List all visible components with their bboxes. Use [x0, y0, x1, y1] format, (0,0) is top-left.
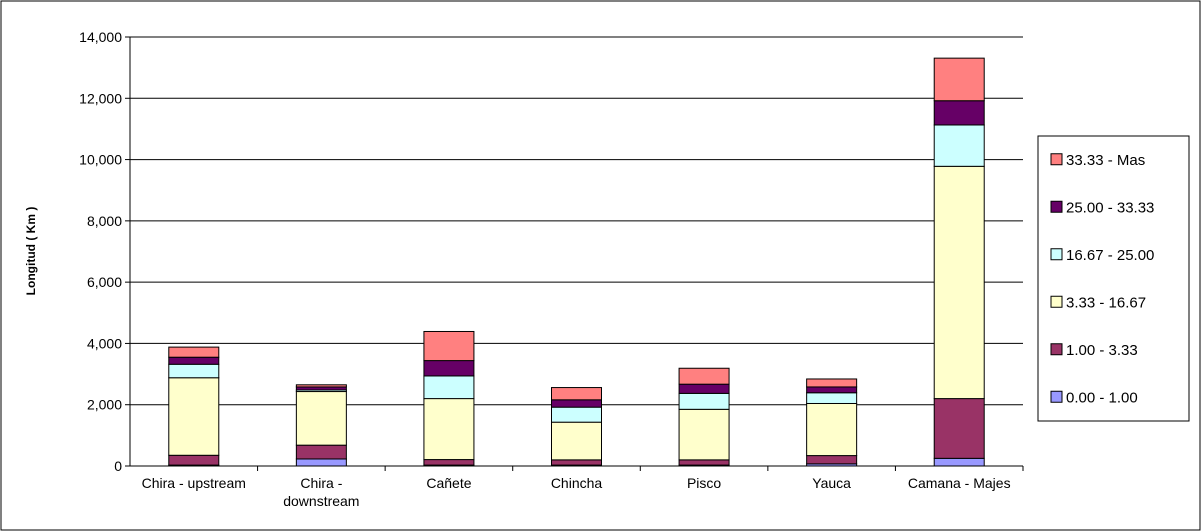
gridlines — [130, 36, 1023, 406]
bar-segment — [551, 399, 602, 408]
axes: 0 2,000 4,000 6,000 8,000 10,000 12,000 14,000 C… — [79, 29, 1024, 509]
bar-segment — [423, 375, 475, 400]
bar-segment — [678, 459, 730, 466]
legend-label: 25.00 - 33.33 — [1066, 199, 1154, 216]
y-tick-label: 2,000 — [87, 397, 122, 413]
bar-segment — [678, 383, 730, 394]
legend-box — [1037, 135, 1190, 422]
y-tick-label: 14,000 — [79, 29, 122, 45]
bar-segment — [551, 406, 602, 423]
bar-segment — [933, 100, 985, 126]
bar-segment — [423, 398, 475, 461]
bar-segment — [423, 330, 475, 362]
bar-segment — [295, 391, 347, 446]
bar-segment — [168, 377, 220, 456]
x-tick-label: Cañete — [426, 475, 471, 491]
legend-swatch — [1050, 343, 1063, 356]
bar-segment — [933, 124, 985, 167]
y-axis-title: Longitud ( Km ) — [24, 207, 38, 296]
bar-segment — [423, 459, 475, 466]
legend-swatch — [1050, 153, 1063, 166]
bar-segment — [933, 398, 985, 459]
bar-segment — [678, 408, 730, 461]
bar-segment — [168, 363, 220, 379]
bar-segment — [168, 454, 220, 466]
bar-segment — [295, 458, 347, 467]
x-tick-label: Chira - upstream — [142, 475, 246, 491]
x-tick-label: Chincha — [551, 475, 603, 491]
y-tick-label: 12,000 — [79, 90, 122, 106]
bar-segment — [933, 457, 985, 467]
bar-segment — [168, 346, 220, 358]
x-tick-label: Camana - Majes — [908, 475, 1011, 491]
legend-label: 3.33 - 16.67 — [1066, 294, 1146, 311]
x-tick-label: Pisco — [687, 475, 721, 491]
legend-label: 33.33 - Mas — [1066, 152, 1145, 169]
legend-swatch — [1050, 390, 1063, 403]
bar-segment — [295, 444, 347, 460]
y-tick-label: 10,000 — [79, 152, 122, 168]
bar-segment — [423, 360, 475, 377]
legend-swatch — [1050, 295, 1063, 308]
bar-segment — [295, 384, 347, 388]
bar-segment — [678, 367, 730, 385]
bar-segment — [551, 421, 602, 461]
y-tick-label: 0 — [114, 458, 122, 474]
bar-segment — [551, 387, 602, 401]
bar-segment — [806, 455, 858, 465]
bar-segment — [806, 378, 858, 388]
bar-segment — [678, 392, 730, 410]
legend-swatch — [1050, 248, 1063, 261]
legend-label: 16.67 - 25.00 — [1066, 247, 1154, 264]
legend-swatch — [1050, 200, 1063, 213]
bar-segment — [806, 386, 858, 394]
x-tick-label: Yauca — [812, 475, 851, 491]
bar-segment — [806, 392, 858, 404]
bar-segment — [168, 356, 220, 365]
bar-segment — [933, 57, 985, 102]
y-tick-label: 6,000 — [87, 274, 122, 290]
bar-segment — [551, 459, 602, 466]
x-tick-label: Chira -downstream — [283, 475, 359, 509]
bar-segment — [806, 402, 858, 457]
bar-segment — [933, 165, 985, 400]
y-tick-label: 4,000 — [87, 335, 122, 351]
y-tick-label: 8,000 — [87, 213, 122, 229]
legend-label: 1.00 - 3.33 — [1066, 342, 1138, 359]
legend-label: 0.00 - 1.00 — [1066, 389, 1138, 406]
bars — [168, 57, 985, 467]
legend: 33.33 - Mas 25.00 - 33.33 16.67 - 25.00 3.3… — [1037, 135, 1190, 422]
